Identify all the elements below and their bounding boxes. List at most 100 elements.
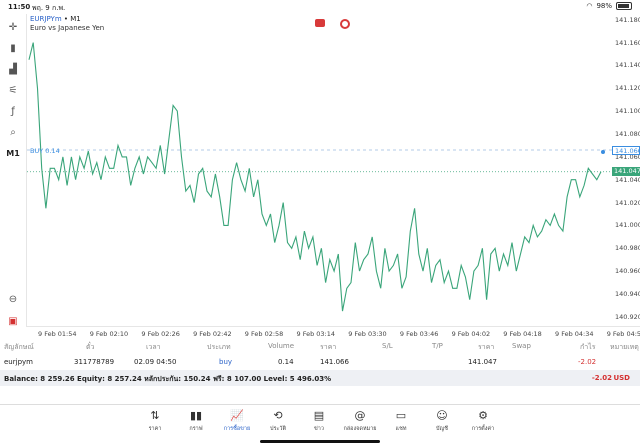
y-tick-label: 140.960 (615, 267, 640, 276)
buy-position-label[interactable]: BUY 0.14 (30, 147, 60, 155)
y-tick-label: 141.120 (615, 84, 640, 93)
x-tick-label: 9 Feb 03:14 (296, 330, 336, 338)
bid-price-badge: 141.047 (612, 167, 640, 177)
accounts-icon: ☺ (436, 409, 448, 422)
objects-icon[interactable]: ⌕ (10, 126, 16, 138)
x-tick-label: 9 Feb 03:30 (348, 330, 387, 338)
x-tick-label: 9 Feb 04:18 (503, 330, 542, 338)
tab-chart[interactable]: ▮▮ กราฟ (176, 409, 216, 433)
buy-price-badge: 141.066 (612, 145, 640, 155)
y-tick-label: 141.000 (615, 221, 640, 230)
bottom-tab-bar: ⇅ ราคา ▮▮ กราฟ 📈 การซื้อขาย ⟲ ประวัติ ▤ ข่าว @ กล่อ… (0, 404, 640, 448)
tab-label: กล่องจดหมาย (343, 426, 377, 432)
crosshair-icon[interactable]: ✛ (8, 21, 18, 33)
tab-chat[interactable]: ▭ แชท (381, 409, 421, 433)
tab-news[interactable]: ▤ ข่าว (299, 409, 339, 433)
tab-mailbox[interactable]: @ กล่องจดหมาย (340, 409, 380, 433)
symbol-timeframe: M1 (70, 15, 81, 23)
table-row[interactable]: eurjpym 311778789 02.09 04:50 buy 0.14 1… (0, 354, 640, 370)
news-icon: ▤ (313, 409, 325, 422)
function-icon[interactable]: ƒ (11, 105, 15, 117)
mailbox-icon: @ (354, 409, 366, 422)
x-tick-label: 9 Feb 02:10 (89, 330, 129, 338)
status-bar: 11:50 พฤ. 9 ก.พ. ◠ 98% (0, 0, 640, 14)
settings-sliders-icon[interactable]: ⚟ (8, 84, 18, 96)
symbol-name[interactable]: EURJPYm (30, 15, 62, 23)
chart-type-icon[interactable]: ▮ (10, 42, 16, 54)
one-click-icon[interactable] (340, 19, 350, 29)
column-header[interactable]: กำไร (580, 343, 596, 351)
cell-volume: 0.14 (278, 358, 294, 366)
tab-label: บัญชี (436, 426, 448, 432)
history-icon: ⟲ (273, 409, 283, 422)
sell-chip-icon[interactable] (315, 19, 325, 27)
column-header[interactable]: Volume (268, 342, 295, 350)
balance-text: Balance: 8 259.26 Equity: 8 257.24 หลักป… (4, 375, 332, 383)
buy-marker[interactable] (601, 150, 605, 154)
trade-panel-icon[interactable]: ▣ (8, 315, 18, 327)
price-series-line (28, 42, 602, 312)
tab-history[interactable]: ⟲ ประวัติ (258, 409, 298, 433)
column-header[interactable]: หมายเหตุ (610, 343, 639, 351)
tab-label: ประวัติ (269, 426, 287, 432)
cell-profit: -2.02 (578, 358, 597, 366)
positions-table: สัญลักษณ์ ตั๋ว เวลา ประเภท Volume ราคา S/L T/P ร… (0, 338, 640, 370)
y-tick-label: 141.020 (615, 198, 640, 207)
x-tick-label: 9 Feb 04:02 (451, 330, 491, 338)
tab-label: แชท (395, 426, 407, 432)
column-header[interactable]: S/L (382, 342, 393, 350)
symbol-separator: • (61, 15, 71, 23)
y-tick-label: 141.080 (615, 130, 640, 138)
x-tick-label: 9 Feb 02:42 (193, 330, 232, 338)
balance-bar: Balance: 8 259.26 Equity: 8 257.24 หลักป… (0, 370, 640, 386)
x-tick-label: 9 Feb 02:26 (141, 330, 180, 338)
y-tick-label: 141.160 (615, 38, 640, 47)
table-header: สัญลักษณ์ ตั๋ว เวลา ประเภท Volume ราคา S/L T/P ร… (0, 338, 640, 354)
chart-area[interactable] (26, 14, 613, 326)
y-tick-label: 140.920 (615, 312, 640, 321)
trade-icon: 📈 (230, 409, 244, 422)
tab-trade[interactable]: 📈 การซื้อขาย (217, 409, 257, 433)
tab-label: การตั้งค่า (471, 426, 495, 432)
status-date: พฤ. 9 ก.พ. (32, 4, 66, 12)
tab-accounts[interactable]: ☺ บัญชี (422, 409, 462, 433)
y-tick-label: 141.100 (615, 107, 640, 116)
timeframe-icon[interactable]: M1 (6, 148, 20, 158)
symbol-info: EURJPYm • M1 Euro vs Japanese Yen (30, 15, 104, 32)
quotes-icon: ⇅ (150, 409, 160, 422)
chart-toolbar: ✛ ▮ ▟ ⚟ ƒ ⌕ M1 ⊖ ▣ (0, 14, 26, 338)
cell-ticket: 311778789 (74, 358, 115, 366)
y-tick-label: 141.180 (615, 15, 640, 24)
tab-label: การซื้อขาย (223, 426, 251, 432)
chart-icon: ▮▮ (189, 409, 203, 422)
price-axis: 141.180 141.160 141.140 141.120 141.100 141.0… (612, 14, 640, 326)
tab-quotes[interactable]: ⇅ ราคา (135, 409, 175, 433)
x-tick-label: 9 Feb 01:54 (38, 330, 77, 338)
x-tick-label: 9 Feb 02:58 (244, 330, 284, 338)
column-header[interactable]: ตั๋ว (86, 343, 95, 351)
column-header[interactable]: สัญลักษณ์ (4, 343, 34, 351)
time-axis: 9 Feb 01:54 9 Feb 02:10 9 Feb 02:26 9 Feb 0… (26, 326, 640, 339)
currency: USD (613, 374, 630, 382)
y-tick-label: 141.060 (615, 152, 640, 161)
column-header[interactable]: ประเภท (207, 343, 231, 351)
column-header[interactable]: เวลา (146, 343, 161, 351)
column-header[interactable]: ราคา (320, 343, 337, 351)
zoom-out-icon[interactable]: ⊖ (8, 293, 18, 305)
wifi-icon: ◠ (586, 2, 593, 10)
price-chart[interactable] (27, 14, 613, 326)
cell-price: 141.047 (468, 358, 497, 366)
tab-label: กราฟ (189, 426, 203, 432)
y-tick-label: 141.140 (615, 61, 640, 70)
cell-type: buy (219, 358, 233, 366)
y-tick-label: 140.980 (615, 244, 640, 253)
symbol-description: Euro vs Japanese Yen (30, 24, 105, 32)
tab-settings[interactable]: ⚙ การตั้งค่า (463, 409, 503, 433)
indicators-icon[interactable]: ▟ (9, 63, 17, 75)
home-indicator (260, 440, 380, 443)
tab-label: ข่าว (314, 426, 324, 432)
column-header[interactable]: ราคา (478, 343, 495, 351)
column-header[interactable]: Swap (512, 342, 531, 350)
cell-time: 02.09 04:50 (134, 358, 177, 366)
column-header[interactable]: T/P (432, 342, 443, 350)
